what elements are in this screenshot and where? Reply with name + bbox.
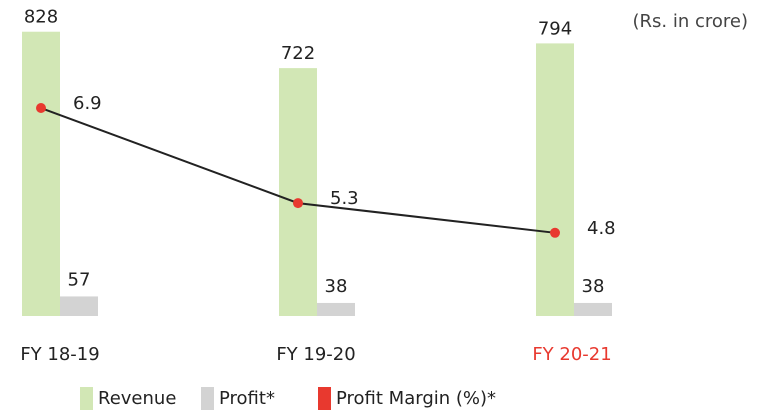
profit-label: 38	[582, 276, 605, 297]
margin-point	[293, 198, 303, 209]
legend-label: Revenue	[98, 388, 176, 409]
revenue-label: 828	[24, 7, 58, 28]
x-tick-label: FY 20-21	[532, 344, 611, 365]
x-tick-label: FY 18-19	[20, 344, 99, 365]
profit-bar	[60, 296, 98, 316]
profit-label: 57	[68, 269, 91, 290]
profit-bar	[317, 302, 355, 316]
margin-label: 4.8	[587, 218, 616, 239]
revenue-label: 794	[538, 18, 572, 39]
revenue-bar	[536, 43, 574, 316]
margin-label: 5.3	[330, 188, 359, 209]
profit-label: 38	[325, 276, 348, 297]
unit-note: (Rs. in crore)	[633, 11, 749, 32]
legend-label: Profit Margin (%)*	[336, 388, 496, 409]
revenue-label: 722	[281, 43, 315, 64]
legend-swatch	[318, 387, 331, 410]
margin-point	[36, 103, 46, 114]
margin-label: 6.9	[73, 93, 102, 114]
margin-point	[550, 227, 560, 238]
revenue-bar	[279, 68, 317, 316]
profit-bar	[574, 302, 612, 316]
revenue-bar	[22, 31, 60, 316]
legend-swatch	[201, 387, 214, 410]
legend-label: Profit*	[219, 388, 275, 409]
legend-swatch	[80, 387, 93, 410]
x-tick-label: FY 19-20	[276, 344, 355, 365]
